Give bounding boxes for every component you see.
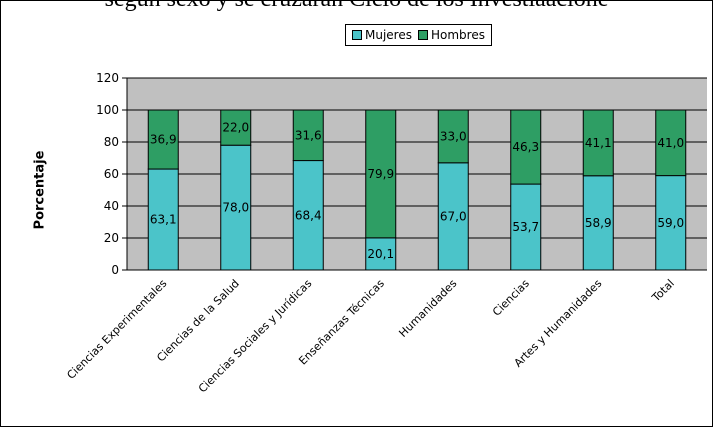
- data-label-mujeres: 59,0: [657, 216, 684, 230]
- legend-label-mujeres: Mujeres: [365, 28, 412, 42]
- bar-hombres: [365, 109, 397, 239]
- x-tick-label: Total: [649, 277, 677, 305]
- data-label-hombres: 41,1: [585, 136, 612, 150]
- bar-mujeres: [582, 175, 614, 271]
- bar-hombres: [655, 109, 687, 177]
- x-tick-label: Ciencias: [490, 277, 532, 319]
- bar-mujeres: [510, 183, 542, 271]
- bar-mujeres: [365, 237, 397, 271]
- data-label-mujeres: 68,4: [295, 208, 322, 222]
- y-tick-label: 120: [96, 71, 119, 85]
- data-label-hombres: 33,0: [440, 129, 467, 143]
- data-label-hombres: 22,0: [222, 121, 249, 135]
- cut-off-title: según sexo y se cruzaran Ciclo de los In…: [0, 0, 713, 13]
- data-label-mujeres: 63,1: [150, 213, 177, 227]
- y-tick-label: 0: [111, 263, 119, 277]
- bar-hombres: [292, 109, 324, 162]
- data-label-hombres: 31,6: [295, 128, 322, 142]
- legend-label-hombres: Hombres: [430, 28, 485, 42]
- data-label-hombres: 36,9: [150, 133, 177, 147]
- data-label-mujeres: 58,9: [585, 216, 612, 230]
- data-label-hombres: 41,0: [657, 136, 684, 150]
- y-tick-label: 60: [104, 167, 119, 181]
- bar-mujeres: [437, 162, 469, 271]
- data-label-mujeres: 20,1: [367, 247, 394, 261]
- legend-swatch-mujeres: [352, 30, 362, 40]
- x-tick-label: Ciencias Experimentales: [64, 277, 169, 382]
- y-tick-label: 80: [104, 135, 119, 149]
- bar-mujeres: [220, 144, 252, 271]
- data-label-mujeres: 53,7: [512, 220, 539, 234]
- legend-item-mujeres: Mujeres: [352, 28, 412, 42]
- y-tick-label: 40: [104, 199, 119, 213]
- data-label-mujeres: 67,0: [440, 209, 467, 223]
- bar-hombres: [437, 109, 469, 164]
- data-label-hombres: 79,9: [367, 167, 394, 181]
- bar-mujeres: [292, 160, 324, 271]
- x-tick-label: Ciencias de la Salud: [154, 277, 242, 365]
- bar-mujeres: [147, 168, 179, 271]
- legend-swatch-hombres: [417, 30, 428, 40]
- y-tick-label: 20: [104, 231, 119, 245]
- bar-hombres: [147, 109, 179, 170]
- legend-item-hombres: Hombres: [417, 28, 485, 42]
- legend: Mujeres Hombres: [345, 24, 492, 46]
- x-tick-label: Humanidades: [396, 277, 459, 340]
- y-tick-label: 100: [96, 103, 119, 117]
- bar-hombres: [220, 109, 252, 146]
- bar-hombres: [510, 109, 542, 185]
- data-label-mujeres: 78,0: [222, 201, 249, 215]
- bar-hombres: [582, 109, 614, 177]
- bar-mujeres: [655, 175, 687, 271]
- data-label-hombres: 46,3: [512, 140, 539, 154]
